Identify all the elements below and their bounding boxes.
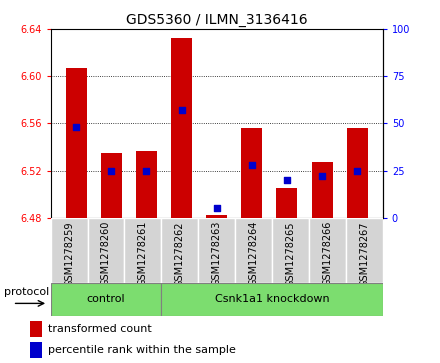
Title: GDS5360 / ILMN_3136416: GDS5360 / ILMN_3136416 bbox=[126, 13, 308, 26]
Point bbox=[319, 174, 326, 179]
Text: GSM1278266: GSM1278266 bbox=[323, 221, 333, 286]
Text: GSM1278259: GSM1278259 bbox=[64, 221, 74, 286]
Bar bbox=[346, 218, 383, 283]
Text: Csnk1a1 knockdown: Csnk1a1 knockdown bbox=[215, 294, 330, 305]
Text: transformed count: transformed count bbox=[48, 324, 152, 334]
Bar bbox=[88, 218, 125, 283]
Bar bbox=[101, 153, 122, 218]
Text: GSM1278267: GSM1278267 bbox=[359, 221, 369, 286]
Bar bbox=[309, 218, 346, 283]
Bar bbox=[276, 188, 297, 218]
Bar bbox=[235, 218, 272, 283]
Bar bbox=[51, 283, 161, 316]
Bar bbox=[241, 128, 262, 218]
Text: control: control bbox=[87, 294, 125, 305]
Text: protocol: protocol bbox=[4, 287, 49, 297]
Bar bbox=[161, 218, 198, 283]
Bar bbox=[30, 321, 42, 337]
Point bbox=[283, 177, 290, 183]
Point bbox=[213, 205, 220, 211]
Text: percentile rank within the sample: percentile rank within the sample bbox=[48, 345, 236, 355]
Bar bbox=[161, 283, 383, 316]
Bar bbox=[272, 218, 309, 283]
Text: GSM1278261: GSM1278261 bbox=[138, 221, 148, 286]
Bar bbox=[51, 218, 88, 283]
Text: GSM1278262: GSM1278262 bbox=[175, 221, 185, 286]
Bar bbox=[66, 68, 87, 218]
Text: GSM1278260: GSM1278260 bbox=[101, 221, 111, 286]
Bar bbox=[198, 218, 235, 283]
Bar bbox=[347, 128, 368, 218]
Bar bbox=[206, 216, 227, 218]
Text: GSM1278263: GSM1278263 bbox=[212, 221, 222, 286]
Text: GSM1278264: GSM1278264 bbox=[249, 221, 259, 286]
Bar bbox=[125, 218, 161, 283]
Point bbox=[178, 107, 185, 113]
Point bbox=[73, 124, 80, 130]
Point bbox=[143, 168, 150, 174]
Point bbox=[248, 162, 255, 168]
Point bbox=[108, 168, 115, 174]
Text: GSM1278265: GSM1278265 bbox=[286, 221, 296, 286]
Bar bbox=[30, 342, 42, 358]
Bar bbox=[171, 38, 192, 218]
Bar bbox=[312, 162, 333, 218]
Bar bbox=[136, 151, 157, 218]
Point bbox=[354, 168, 361, 174]
